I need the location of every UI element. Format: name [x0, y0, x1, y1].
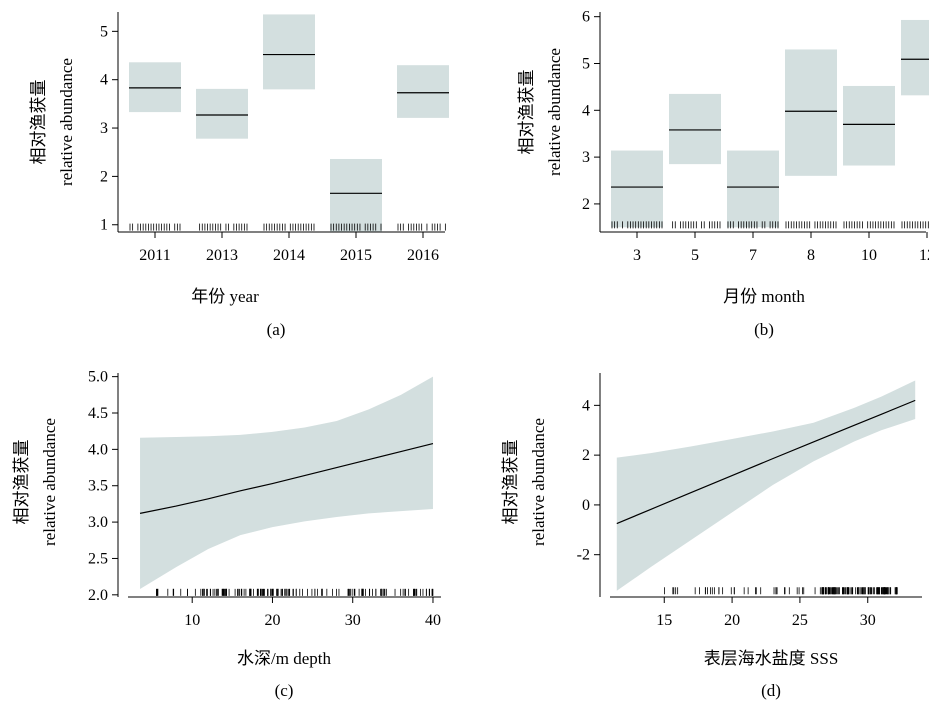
uncertainty-box [843, 85, 895, 166]
y-tick-label: 4 [582, 102, 590, 119]
x-tick-label: 20 [264, 612, 280, 629]
uncertainty-box [196, 88, 248, 139]
y-tick-label: 1 [100, 217, 108, 234]
y-axis-label-cn: 相对渔获量 [517, 70, 536, 155]
y-tick-label: 4 [100, 72, 108, 89]
y-tick-label: 2 [582, 447, 590, 464]
y-axis-label-en: relative abundance [529, 418, 548, 546]
y-tick-label: 2.0 [88, 587, 108, 604]
x-axis-label: 年份 year [191, 287, 259, 306]
uncertainty-box [669, 93, 721, 165]
axes: 2 3 4 5 6 3 5 7 8 10 12 [582, 9, 929, 264]
rug-marks [129, 223, 446, 231]
y-axis-label-en: relative abundance [57, 58, 76, 186]
y-axis-label-cn: 相对渔获量 [29, 80, 48, 165]
x-tick-label: 15 [656, 612, 672, 629]
panel-label: (b) [754, 320, 774, 339]
uncertainty-box [330, 158, 382, 232]
x-tick-label: 7 [749, 247, 757, 264]
axes: 1 2 3 4 5 2011 2013 2014 2015 2016 [100, 12, 445, 264]
y-tick-label: 5 [582, 55, 590, 72]
x-axis-label: 月份 month [723, 287, 805, 306]
x-tick-label: 30 [860, 612, 876, 629]
x-tick-label: 2011 [139, 247, 170, 264]
axes: 2.0 2.5 3.0 3.5 4.0 4.5 5.0 10 20 30 40 [88, 369, 441, 629]
uncertainty-boxes [611, 19, 929, 228]
confidence-band [140, 376, 433, 589]
y-tick-label: 0 [582, 497, 590, 514]
x-tick-label: 2015 [340, 247, 372, 264]
estimate-lines [129, 53, 449, 194]
uncertainty-box [263, 14, 315, 90]
estimate-lines [611, 58, 929, 188]
y-axis-label-cn: 相对渔获量 [12, 440, 31, 525]
y-axis-label-en: relative abundance [545, 48, 564, 176]
fitted-line [616, 399, 916, 525]
panel-d: -2 0 2 4 15 20 25 30 表层海水盐度 SSS 相对渔获量 relative … [501, 373, 922, 700]
y-tick-label: 4 [582, 397, 590, 414]
y-tick-label: 2.5 [88, 550, 108, 567]
confidence-band [140, 376, 433, 589]
panel-label: (a) [267, 320, 286, 339]
y-tick-label: 2 [100, 168, 108, 185]
panel-b: 2 3 4 5 6 3 5 7 8 10 12 月份 month 相对渔获量 relative ab… [517, 9, 929, 339]
x-tick-label: 40 [425, 612, 441, 629]
uncertainty-box [727, 150, 779, 228]
fitted-line [616, 399, 916, 525]
axes: -2 0 2 4 15 20 25 30 [577, 373, 922, 629]
panel-label: (c) [275, 681, 294, 700]
y-tick-label: 3.5 [88, 478, 108, 495]
uncertainty-box [397, 65, 449, 118]
x-tick-label: 2014 [273, 247, 305, 264]
fitted-line [139, 442, 434, 514]
x-tick-label: 20 [724, 612, 740, 629]
uncertainty-box [901, 19, 929, 96]
y-tick-label: 3.0 [88, 514, 108, 531]
y-tick-label: 3 [582, 149, 590, 166]
x-tick-label: 25 [792, 612, 808, 629]
x-tick-label: 12 [919, 247, 929, 264]
rug-marks [611, 221, 929, 229]
y-tick-label: 4.0 [88, 441, 108, 458]
uncertainty-box [785, 49, 837, 176]
x-tick-label: 8 [807, 247, 815, 264]
rug-marks [664, 587, 898, 595]
x-tick-label: 30 [345, 612, 361, 629]
y-axis-label-cn: 相对渔获量 [501, 440, 520, 525]
x-axis-label: 表层海水盐度 SSS [704, 649, 839, 668]
y-tick-label: 5.0 [88, 369, 108, 386]
panel-label: (d) [761, 681, 781, 700]
panel-c: 2.0 2.5 3.0 3.5 4.0 4.5 5.0 10 20 30 40 水深/m depth… [12, 369, 441, 700]
x-tick-label: 3 [633, 247, 641, 264]
x-tick-label: 10 [861, 247, 877, 264]
confidence-band [616, 380, 916, 591]
uncertainty-box [129, 62, 181, 113]
x-axis-label: 水深/m depth [237, 649, 331, 668]
y-tick-label: 3 [100, 120, 108, 137]
x-tick-label: 2016 [407, 247, 439, 264]
y-axis-label-en: relative abundance [40, 418, 59, 546]
uncertainty-boxes [129, 14, 449, 232]
uncertainty-box [611, 150, 663, 228]
x-tick-label: 10 [184, 612, 200, 629]
x-tick-label: 5 [691, 247, 699, 264]
y-tick-label: 2 [582, 196, 590, 213]
rug-marks [156, 588, 434, 596]
y-tick-label: -2 [577, 547, 590, 564]
x-tick-label: 2013 [206, 247, 238, 264]
fitted-line [139, 442, 434, 514]
y-tick-label: 4.5 [88, 405, 108, 422]
y-tick-label: 6 [582, 9, 590, 26]
y-tick-label: 5 [100, 23, 108, 40]
confidence-band [616, 380, 916, 591]
